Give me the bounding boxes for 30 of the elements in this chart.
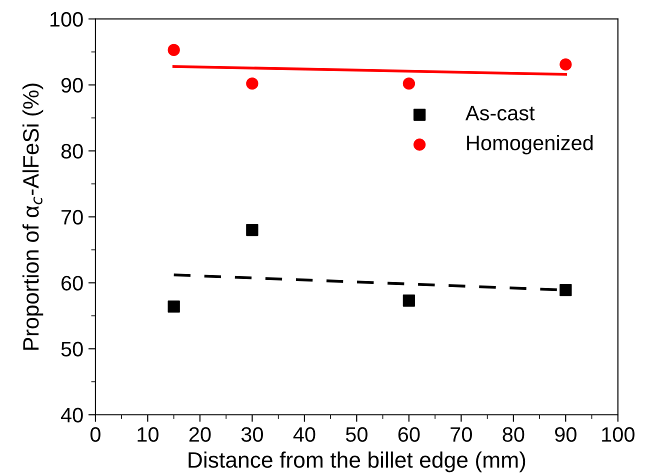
y-tick-label: 100 bbox=[50, 12, 83, 27]
x-tick-label: 20 bbox=[189, 427, 211, 442]
x-tick-label: 0 bbox=[90, 427, 100, 442]
x-tick-label: 60 bbox=[398, 427, 420, 442]
x-tick-label: 50 bbox=[346, 427, 368, 442]
point bbox=[402, 294, 416, 307]
point bbox=[560, 58, 572, 71]
point bbox=[402, 78, 416, 90]
legend-label: As-cast bbox=[465, 106, 535, 120]
x-tick-label: 100 bbox=[602, 427, 634, 442]
y-tick-label: 90 bbox=[61, 78, 83, 93]
point bbox=[246, 78, 258, 90]
x-tick-label: 30 bbox=[241, 427, 263, 442]
x-tick-label: 80 bbox=[502, 427, 524, 442]
y-tick-label: 40 bbox=[60, 408, 83, 423]
x-tick-label: 90 bbox=[555, 427, 576, 442]
y-tick-label: 50 bbox=[61, 342, 83, 357]
y-tick-label: 70 bbox=[62, 210, 83, 225]
point bbox=[168, 300, 180, 313]
point bbox=[560, 284, 572, 296]
x-tick-label: 10 bbox=[138, 427, 158, 442]
y-tick-label: 60 bbox=[62, 276, 83, 291]
y-tick-label: 80 bbox=[61, 144, 83, 159]
point bbox=[168, 44, 180, 56]
x-axis-title: Distance from the billet edge (mm) bbox=[188, 452, 526, 472]
x-tick-label: 40 bbox=[293, 427, 316, 442]
y-axis-title: Proportion of α$_{c}$-AlFeSi (%) bbox=[22, 84, 44, 350]
point bbox=[246, 224, 258, 236]
legend-label: Homogenized bbox=[467, 134, 593, 154]
x-tick-label: 70 bbox=[450, 427, 472, 442]
